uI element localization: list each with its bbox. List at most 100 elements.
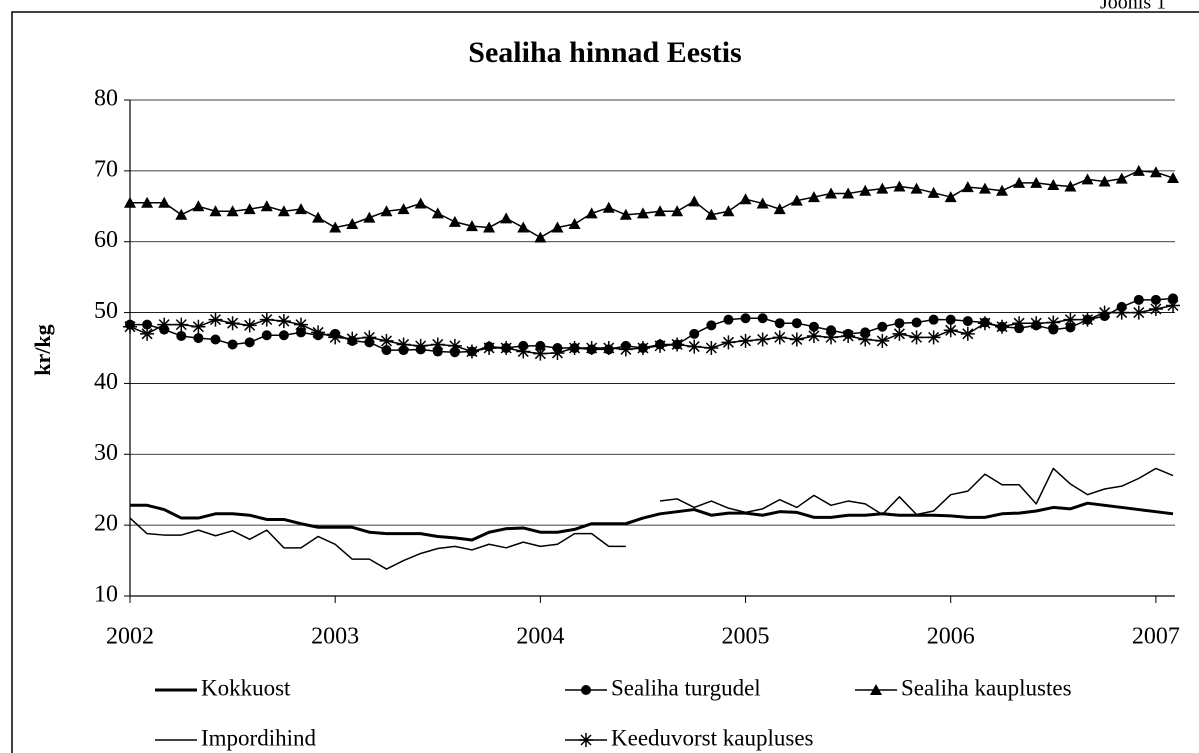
data-point <box>1148 302 1163 317</box>
data-point <box>876 182 889 194</box>
data-point <box>1046 315 1061 330</box>
legend-marker <box>581 685 591 695</box>
data-point <box>688 195 701 207</box>
data-point <box>860 327 871 338</box>
data-point <box>295 327 306 338</box>
data-point <box>738 333 753 348</box>
data-point <box>909 330 924 345</box>
data-point <box>806 328 821 343</box>
data-point <box>482 341 497 355</box>
data-point <box>533 346 548 361</box>
data-point <box>1030 176 1043 188</box>
data-point <box>328 330 343 345</box>
data-point <box>329 221 342 233</box>
data-point <box>1081 173 1094 185</box>
data-point <box>294 203 307 215</box>
data-point <box>807 191 820 203</box>
data-point <box>465 220 478 232</box>
series-line <box>130 501 1174 542</box>
data-point <box>825 187 838 199</box>
data-point <box>1097 305 1112 320</box>
x-tick-label: 2005 <box>722 624 770 650</box>
data-point <box>1013 176 1026 188</box>
data-point <box>723 314 734 325</box>
data-point <box>414 197 427 209</box>
data-point <box>142 319 153 330</box>
data-point <box>500 212 513 224</box>
data-point <box>756 197 769 209</box>
data-point <box>123 319 137 334</box>
data-point <box>978 182 991 194</box>
data-point <box>602 201 615 213</box>
data-point <box>345 331 360 346</box>
data-point <box>430 337 445 352</box>
data-point <box>892 326 907 341</box>
data-point <box>432 346 443 357</box>
data-point <box>774 318 785 329</box>
data-point <box>381 345 392 356</box>
data-point <box>447 338 462 353</box>
legend-marker <box>579 733 593 747</box>
legend-label: Sealiha turgudel <box>611 675 761 700</box>
data-point <box>1047 179 1060 191</box>
data-point <box>551 221 564 233</box>
data-point <box>740 313 751 324</box>
y-tick-label: 30 <box>94 440 118 466</box>
data-point <box>362 330 377 345</box>
data-point <box>911 317 922 328</box>
data-point <box>261 330 272 341</box>
x-tick-label: 2004 <box>516 624 564 650</box>
data-point <box>585 207 598 219</box>
data-point <box>996 184 1009 196</box>
data-point <box>960 326 975 341</box>
y-axis-label: kr/kg <box>30 324 55 375</box>
y-tick-label: 20 <box>94 511 118 537</box>
data-point <box>1098 175 1111 187</box>
data-point <box>704 341 719 355</box>
data-point <box>773 203 786 215</box>
legend-marker <box>870 684 882 695</box>
data-point <box>242 318 257 333</box>
data-point <box>961 181 974 193</box>
data-point <box>893 180 906 192</box>
data-point <box>601 341 616 355</box>
data-point <box>1080 312 1095 327</box>
data-point <box>226 205 239 217</box>
data-point <box>174 317 189 332</box>
data-point <box>670 337 685 352</box>
data-point <box>962 316 973 327</box>
data-point <box>380 205 393 217</box>
data-point <box>808 321 819 332</box>
data-point <box>1150 294 1161 305</box>
y-tick-label: 40 <box>94 369 118 395</box>
y-tick-label: 50 <box>94 298 118 324</box>
data-point <box>928 314 939 325</box>
data-point <box>910 182 923 194</box>
data-point <box>789 332 804 347</box>
data-point <box>550 345 565 360</box>
data-point <box>1133 294 1144 305</box>
data-point <box>1065 322 1076 333</box>
data-point <box>210 334 221 345</box>
data-point <box>1166 298 1180 313</box>
data-point <box>791 318 802 329</box>
data-point <box>431 207 444 219</box>
data-point <box>567 341 582 355</box>
data-point <box>636 207 649 219</box>
legend-label: Keeduvorst kaupluses <box>611 725 814 750</box>
data-point <box>671 205 684 217</box>
data-point <box>516 344 531 359</box>
data-point <box>826 325 837 336</box>
data-point <box>276 314 291 329</box>
data-point <box>277 205 290 217</box>
data-point <box>175 208 188 220</box>
data-point <box>293 317 308 332</box>
data-point <box>859 184 872 196</box>
data-point <box>618 342 633 357</box>
data-point <box>483 221 496 233</box>
data-point <box>842 187 855 199</box>
figure-note: Joonis 1 <box>1100 0 1166 14</box>
data-point <box>755 332 770 347</box>
